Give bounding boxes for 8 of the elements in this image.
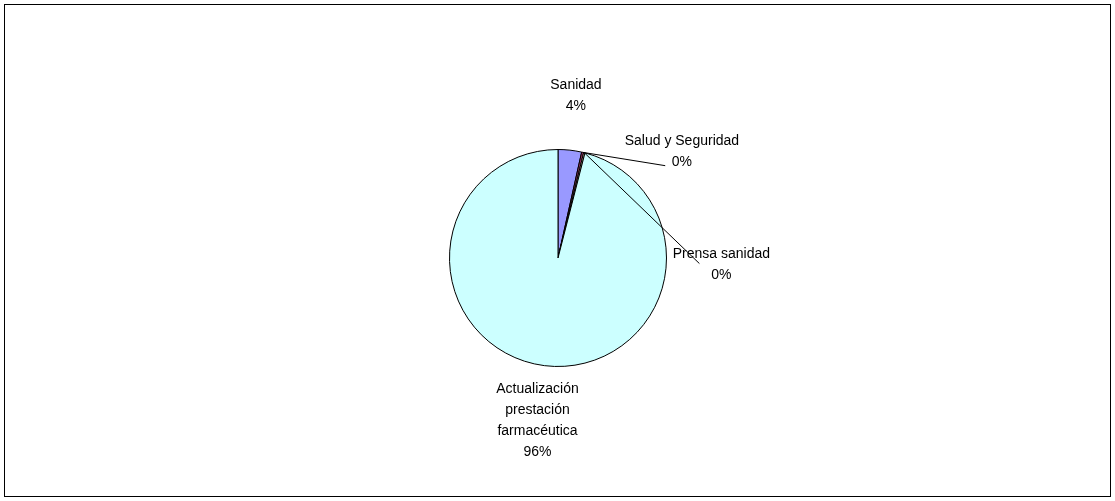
slice-label: Actualización prestación farmacéutica (496, 379, 579, 438)
slice-label: Salud y Seguridad (624, 131, 740, 148)
data-label: 0% (711, 265, 732, 282)
slice-label: Sanidad (550, 75, 602, 92)
data-label: 0% (671, 152, 693, 169)
slice-label: Prensa sanidad (672, 244, 771, 261)
data-label: 96% (523, 442, 552, 459)
data-label: 4% (565, 96, 587, 113)
